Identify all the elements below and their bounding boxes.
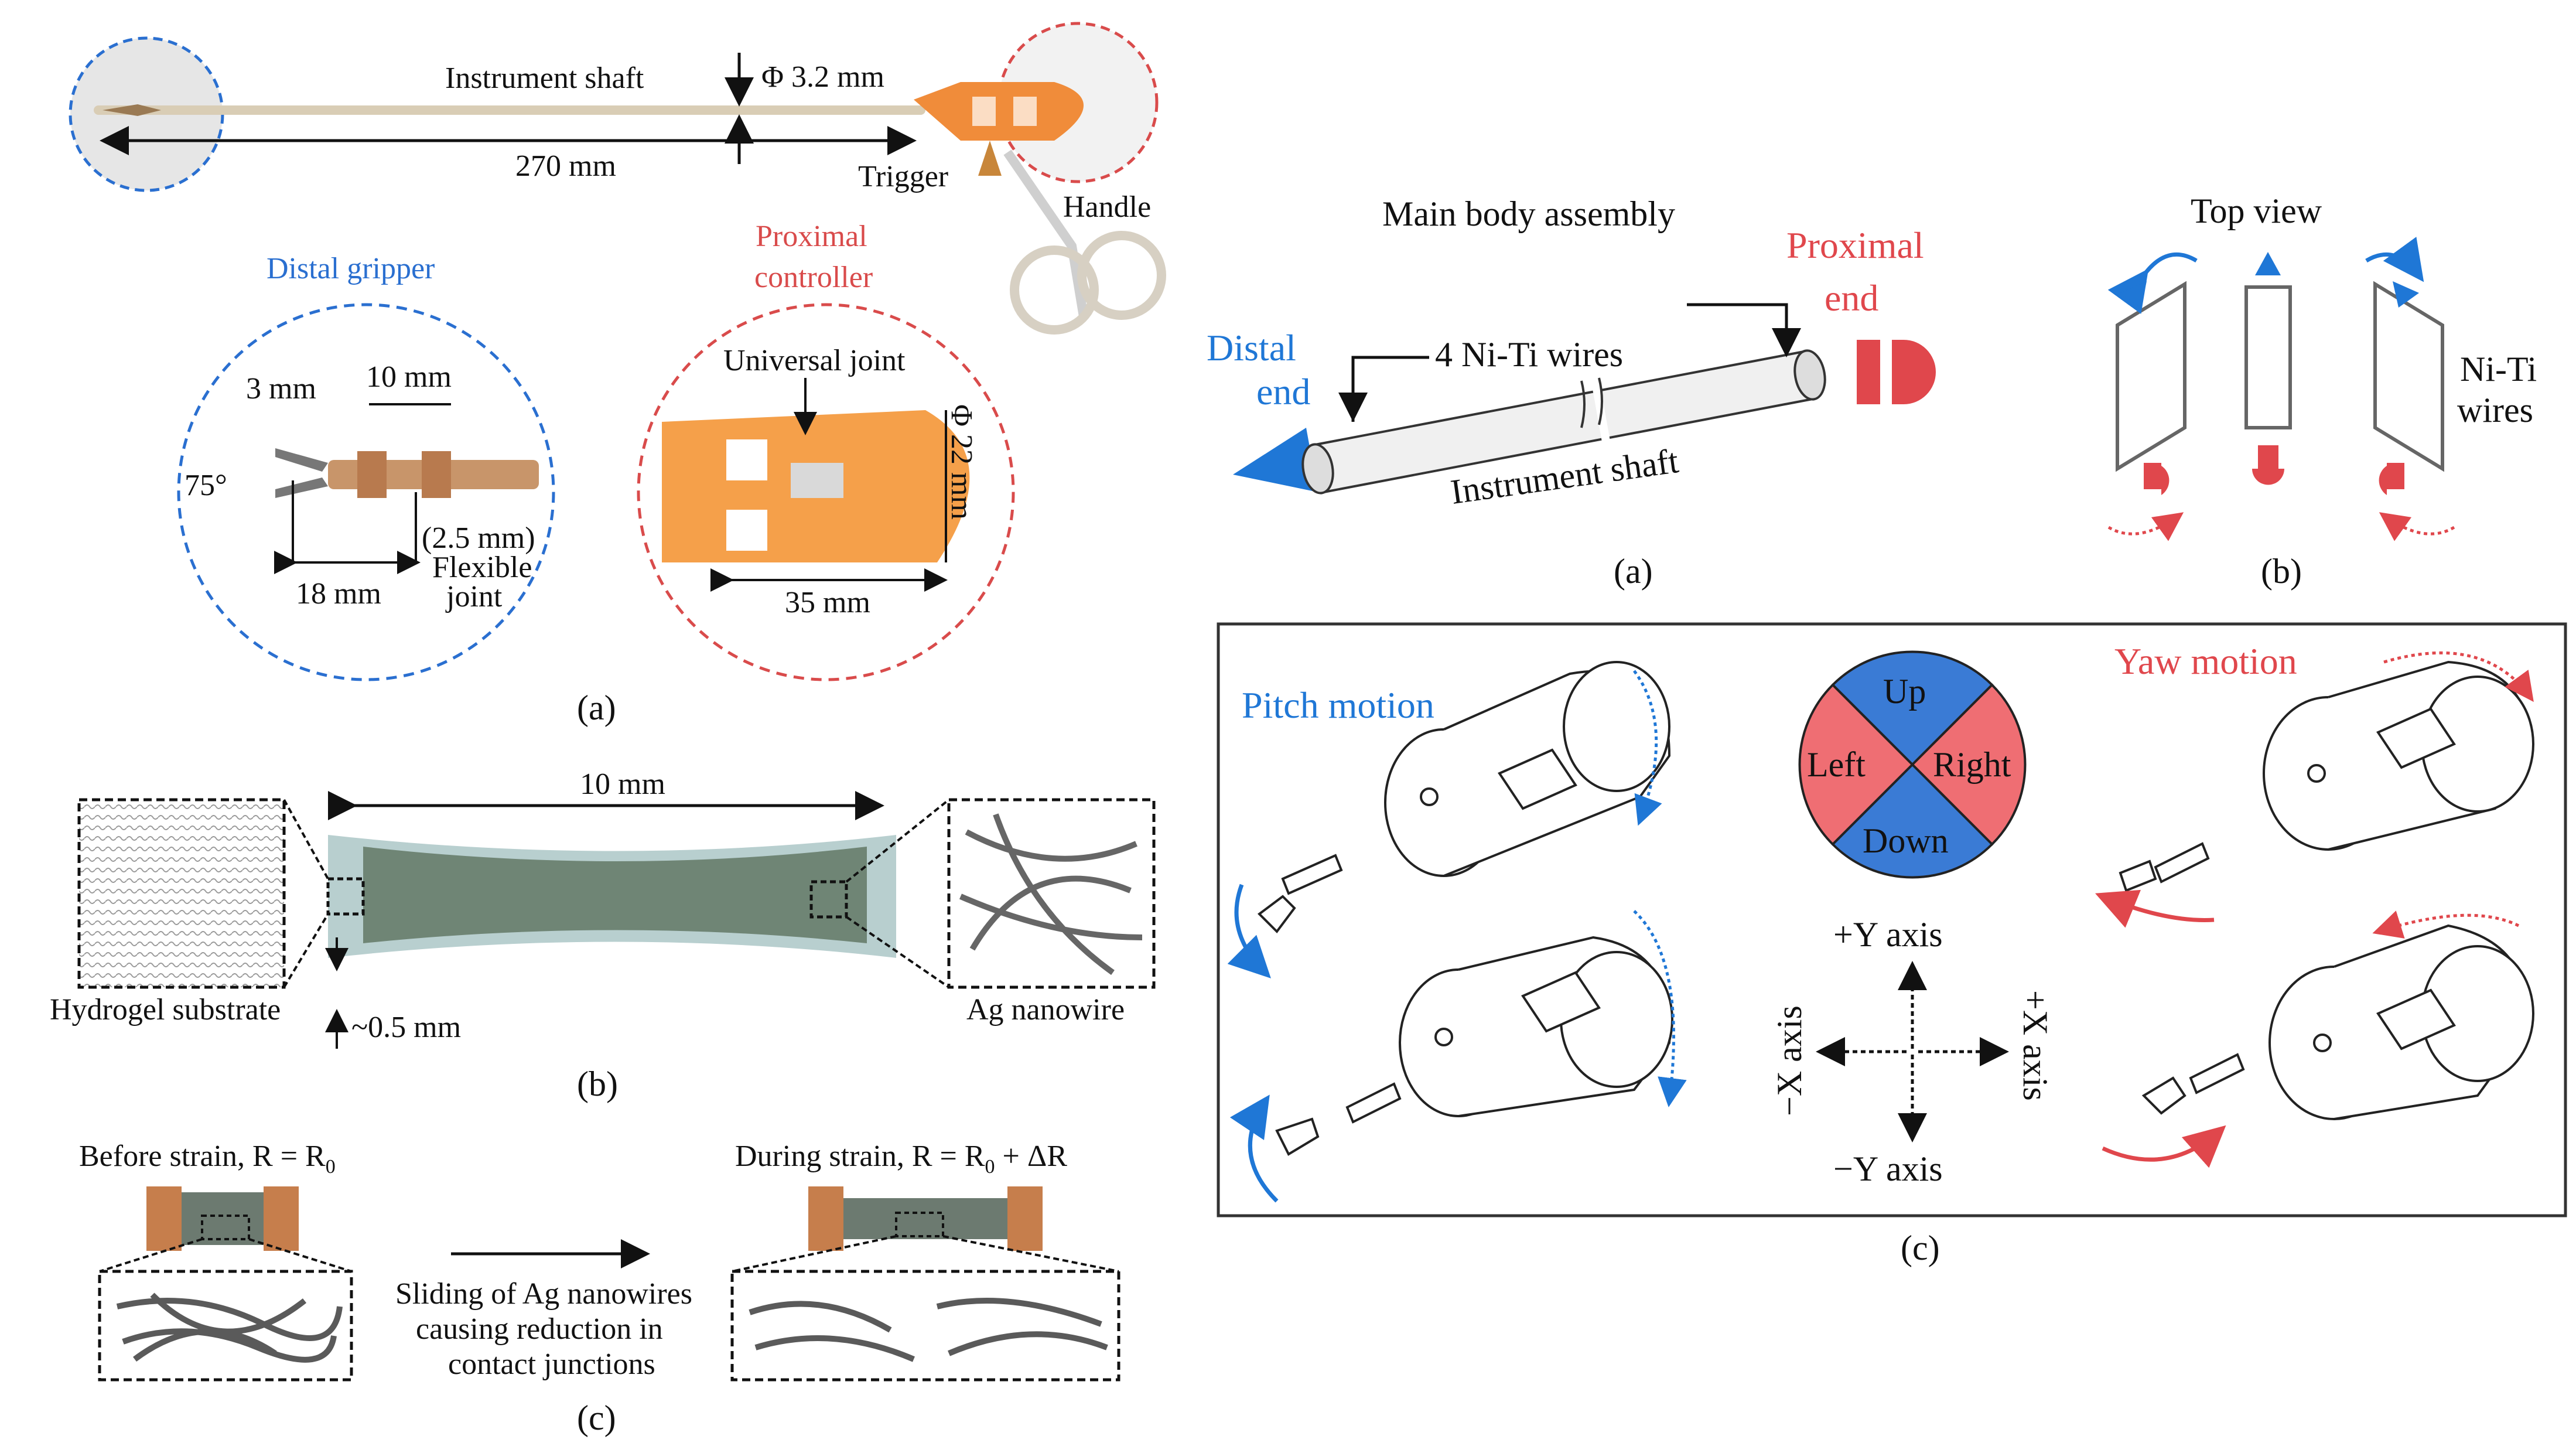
left-panel-a: Instrument shaft Φ 3.2 mm 270 mm Trigger…: [69, 22, 1166, 727]
nanowire-label: Ag nanowire: [966, 993, 1125, 1026]
pitch-joint-lower: [1275, 936, 1673, 1156]
trigger-image: [978, 141, 1002, 176]
angle-75: 75°: [185, 469, 227, 502]
proximal-end-icon: [1857, 340, 1936, 404]
pitch-joint-upper: [1257, 661, 1671, 934]
minus-x-axis-label: −X axis: [1770, 1005, 1809, 1116]
minus-y-axis-label: −Y axis: [1833, 1150, 1943, 1188]
handle-head-image: [914, 82, 1084, 141]
handle-label: Handle: [1063, 190, 1151, 224]
right-panel-b: Top view Ni-Ti wires (b): [2107, 192, 2537, 591]
dim-3mm: 3 mm: [246, 372, 316, 405]
sliding-note-2: causing reduction in: [416, 1312, 663, 1346]
dim-35mm: 35 mm: [785, 586, 870, 619]
before-strain-zoom-box: [98, 1270, 353, 1382]
proximal-controller-label-1: Proximal: [756, 220, 867, 253]
before-strain-label: Before strain, R = R0: [79, 1140, 336, 1178]
during-strain-zoom-box: [730, 1270, 1120, 1382]
proximal-end-label-1: Proximal: [1786, 224, 1924, 266]
strip-thickness-label: ~0.5 mm: [351, 1011, 461, 1044]
nanowire-zoom-box: [947, 798, 1156, 989]
blue-arrow-right: [2365, 237, 2424, 282]
dim-10mm: 10 mm: [366, 360, 452, 394]
plus-x-axis-label: +X axis: [2016, 990, 2055, 1101]
dim-18mm: 18 mm: [296, 577, 381, 610]
handle-rings-image: [1003, 149, 1088, 318]
left-caption-c: (c): [577, 1399, 616, 1437]
wires-label-b-2: wires: [2457, 391, 2533, 429]
sliding-note-3: contact junctions: [448, 1348, 655, 1381]
yaw-motion-label: Yaw motion: [2114, 640, 2297, 682]
direction-quadrant-disc: [1798, 650, 2027, 879]
proximal-controller-label-2: controller: [754, 261, 873, 294]
trigger-label: Trigger: [858, 160, 948, 193]
flexible-joint-label-1: Flexible: [432, 551, 532, 584]
pitch-motion-label: Pitch motion: [1242, 684, 1434, 726]
during-strain-label: During strain, R = R0 + ΔR: [735, 1140, 1067, 1178]
left-caption-b: (b): [577, 1065, 618, 1103]
wires-label-b-1: Ni-Ti: [2460, 350, 2537, 388]
blue-arrow-left: [2107, 252, 2198, 314]
quadrant-up: Up: [1883, 672, 1926, 711]
right-caption-b: (b): [2261, 552, 2302, 591]
blue-triangle-middle: [2255, 252, 2281, 275]
yaw-joint-lower: [2141, 924, 2534, 1120]
right-panel-a: Main body assembly Distal end Proximal e…: [1207, 195, 1936, 591]
right-caption-c: (c): [1901, 1229, 1940, 1267]
distal-gripper-label: Distal gripper: [267, 252, 435, 285]
universal-joint-label: Universal joint: [723, 344, 906, 377]
flexible-joint-label-2: joint: [445, 580, 503, 613]
strip-width-label: 10 mm: [580, 768, 665, 801]
quadrant-down: Down: [1863, 821, 1949, 860]
yaw-joint-upper: [2119, 660, 2534, 892]
sliding-note-1: Sliding of Ag nanowires: [395, 1277, 692, 1311]
right-caption-a: (a): [1614, 552, 1653, 591]
quadrant-left: Left: [1807, 745, 1866, 784]
distal-tip-image: [103, 104, 161, 116]
plus-y-axis-label: +Y axis: [1833, 915, 1943, 954]
hydrogel-label: Hydrogel substrate: [50, 993, 281, 1026]
distal-end-label-2: end: [1256, 371, 1310, 412]
right-panel-c: Pitch motion Yaw motion Up Left Right Do…: [1217, 622, 2567, 1267]
hydrogel-zoom-box: [77, 798, 286, 989]
top-view-title: Top view: [2191, 192, 2322, 230]
distal-end-label-1: Distal: [1207, 327, 1296, 369]
wires-label: 4 Ni-Ti wires: [1435, 335, 1623, 374]
instrument-shaft-image: [94, 105, 925, 115]
instrument-shaft-label: Instrument shaft: [445, 62, 644, 95]
left-caption-a: (a): [577, 688, 616, 727]
proximal-end-label-2: end: [1825, 277, 1878, 319]
left-panel-c: Before strain, R = R0 Sliding of Ag nano…: [79, 1140, 1120, 1437]
shaft-diameter-label: Φ 3.2 mm: [761, 60, 884, 94]
quadrant-right: Right: [1933, 745, 2011, 784]
shaft-length-label: 270 mm: [515, 149, 616, 183]
main-body-title: Main body assembly: [1382, 195, 1675, 233]
dim-22mm: Φ 22 mm: [945, 404, 978, 520]
left-panel-b: 10 mm Hydrogel substrate Ag nanowire ~0.…: [50, 768, 1156, 1103]
dim-2-5mm: (2.5 mm): [422, 521, 535, 555]
distal-end-triangle: [1233, 428, 1318, 492]
